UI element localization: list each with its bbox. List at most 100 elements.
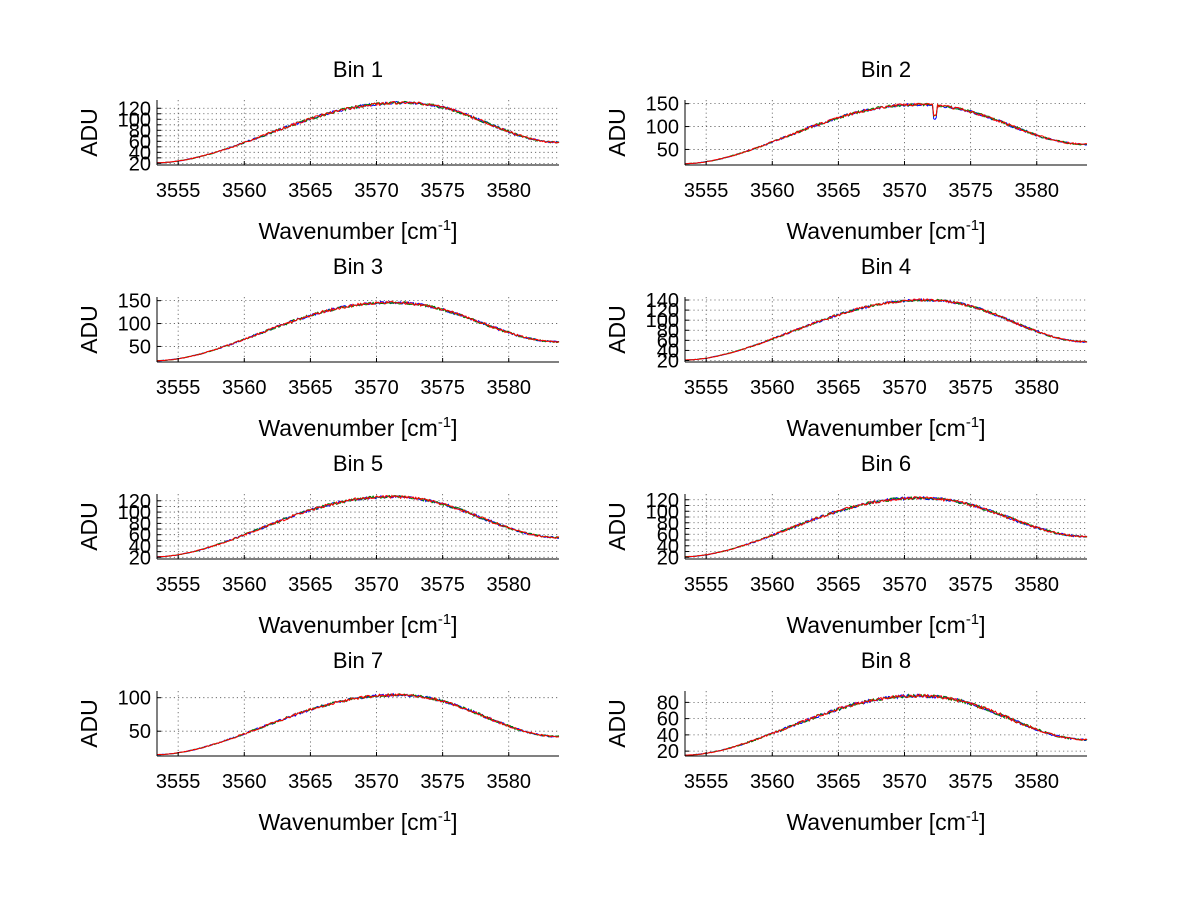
x-tick-label: 3565 [288,180,333,202]
x-tick-label: 3560 [222,180,267,202]
x-tick-label: 3555 [684,180,729,202]
y-tick-label: 20 [657,350,679,372]
x-axis-label: Wavenumber [cm-1] [258,808,457,835]
series-line [157,101,560,164]
y-tick-label: 40 [657,340,679,362]
x-tick-label: 3565 [288,377,333,399]
series-line [684,298,1088,361]
subplot-title: Bin 2 [861,57,911,82]
x-axis-label-text: Wavenumber [cm [786,809,965,835]
y-tick-label: 60 [657,330,679,352]
x-axis-label-superscript: -1 [966,414,979,431]
x-axis-label-end: ] [451,218,457,244]
x-tick-label: 3580 [1015,377,1060,399]
subplot-title: Bin 5 [333,451,383,476]
y-tick-label: 60 [129,525,151,547]
y-tick-label: 80 [129,120,151,142]
y-tick-label: 40 [657,536,679,558]
y-tick-label: 20 [129,153,151,175]
x-tick-label: 3570 [354,180,399,202]
subplot-title: Bin 6 [861,451,911,476]
subplot-title: Bin 4 [861,254,911,279]
x-tick-label: 3580 [1015,574,1060,596]
y-tick-label: 20 [657,547,679,569]
x-axis-label-end: ] [451,415,457,441]
x-tick-label: 3575 [420,574,465,596]
subplot-title: Bin 8 [861,648,911,673]
x-axis-label-superscript: -1 [966,808,979,825]
x-axis-label-text: Wavenumber [cm [786,612,965,638]
y-tick-label: 100 [118,314,151,336]
x-axis-label: Wavenumber [cm-1] [786,414,985,441]
x-tick-label: 3555 [156,180,201,202]
y-tick-label: 50 [657,139,679,161]
x-axis-label-end: ] [451,809,457,835]
subplot-title: Bin 1 [333,57,383,82]
y-tick-label: 100 [646,310,679,332]
y-axis-label: ADU [604,305,630,354]
x-axis-label: Wavenumber [cm-1] [258,611,457,638]
x-axis-label: Wavenumber [cm-1] [258,414,457,441]
x-axis-label-end: ] [979,809,985,835]
x-tick-label: 3560 [222,377,267,399]
series-line [684,693,1088,756]
y-axis-label: ADU [604,108,630,157]
x-axis-label-superscript: -1 [966,217,979,234]
y-tick-label: 20 [129,547,151,569]
y-tick-label: 120 [646,490,679,512]
x-tick-label: 3555 [156,771,201,793]
series-line [685,693,1088,756]
series-line [156,693,560,756]
series-line [684,103,1088,165]
x-tick-label: 3555 [156,377,201,399]
x-tick-label: 3565 [816,771,861,793]
y-tick-label: 140 [646,290,679,312]
x-tick-label: 3575 [948,574,993,596]
x-tick-label: 3565 [816,377,861,399]
y-tick-label: 120 [118,491,151,513]
x-tick-label: 3555 [684,377,729,399]
y-tick-label: 50 [129,336,151,358]
series-line [156,100,560,164]
series-line [685,102,1087,165]
x-tick-label: 3575 [420,771,465,793]
series-line [685,297,1088,361]
y-tick-label: 40 [657,725,679,747]
x-tick-label: 3575 [420,180,465,202]
x-axis-label-text: Wavenumber [cm [786,218,965,244]
x-axis-label-text: Wavenumber [cm [258,415,437,441]
y-tick-label: 80 [657,513,679,535]
x-tick-label: 3580 [487,771,532,793]
y-tick-label: 80 [129,513,151,535]
y-tick-label: 100 [646,117,679,139]
y-axis-label: ADU [604,502,630,551]
subplot-bin-7: 3555 3560 3565 3570 3575 3580 50 100 Bin 7 ADU Wav… [76,648,560,835]
series-line [684,297,1088,361]
y-axis-label: ADU [76,502,102,551]
x-tick-label: 3555 [684,771,729,793]
subplot-title: Bin 7 [333,648,383,673]
x-tick-label: 3555 [156,574,201,596]
y-tick-label: 80 [657,320,679,342]
x-tick-label: 3580 [487,377,532,399]
x-axis-label: Wavenumber [cm-1] [786,808,985,835]
y-tick-label: 60 [129,131,151,153]
y-tick-label: 40 [129,536,151,558]
x-tick-label: 3575 [948,377,993,399]
x-tick-label: 3575 [948,771,993,793]
x-tick-label: 3560 [750,574,795,596]
x-axis-label-end: ] [979,612,985,638]
x-axis-label-end: ] [451,612,457,638]
x-tick-label: 3560 [750,377,795,399]
series-line [156,494,560,558]
x-tick-label: 3570 [354,771,399,793]
y-tick-label: 50 [129,721,151,743]
x-tick-label: 3565 [816,180,861,202]
x-tick-label: 3565 [816,574,861,596]
y-tick-label: 100 [118,502,151,524]
x-axis-label-superscript: -1 [438,414,451,431]
